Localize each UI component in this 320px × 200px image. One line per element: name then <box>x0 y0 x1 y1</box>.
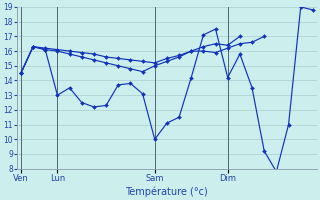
X-axis label: Température (°c): Température (°c) <box>125 186 208 197</box>
